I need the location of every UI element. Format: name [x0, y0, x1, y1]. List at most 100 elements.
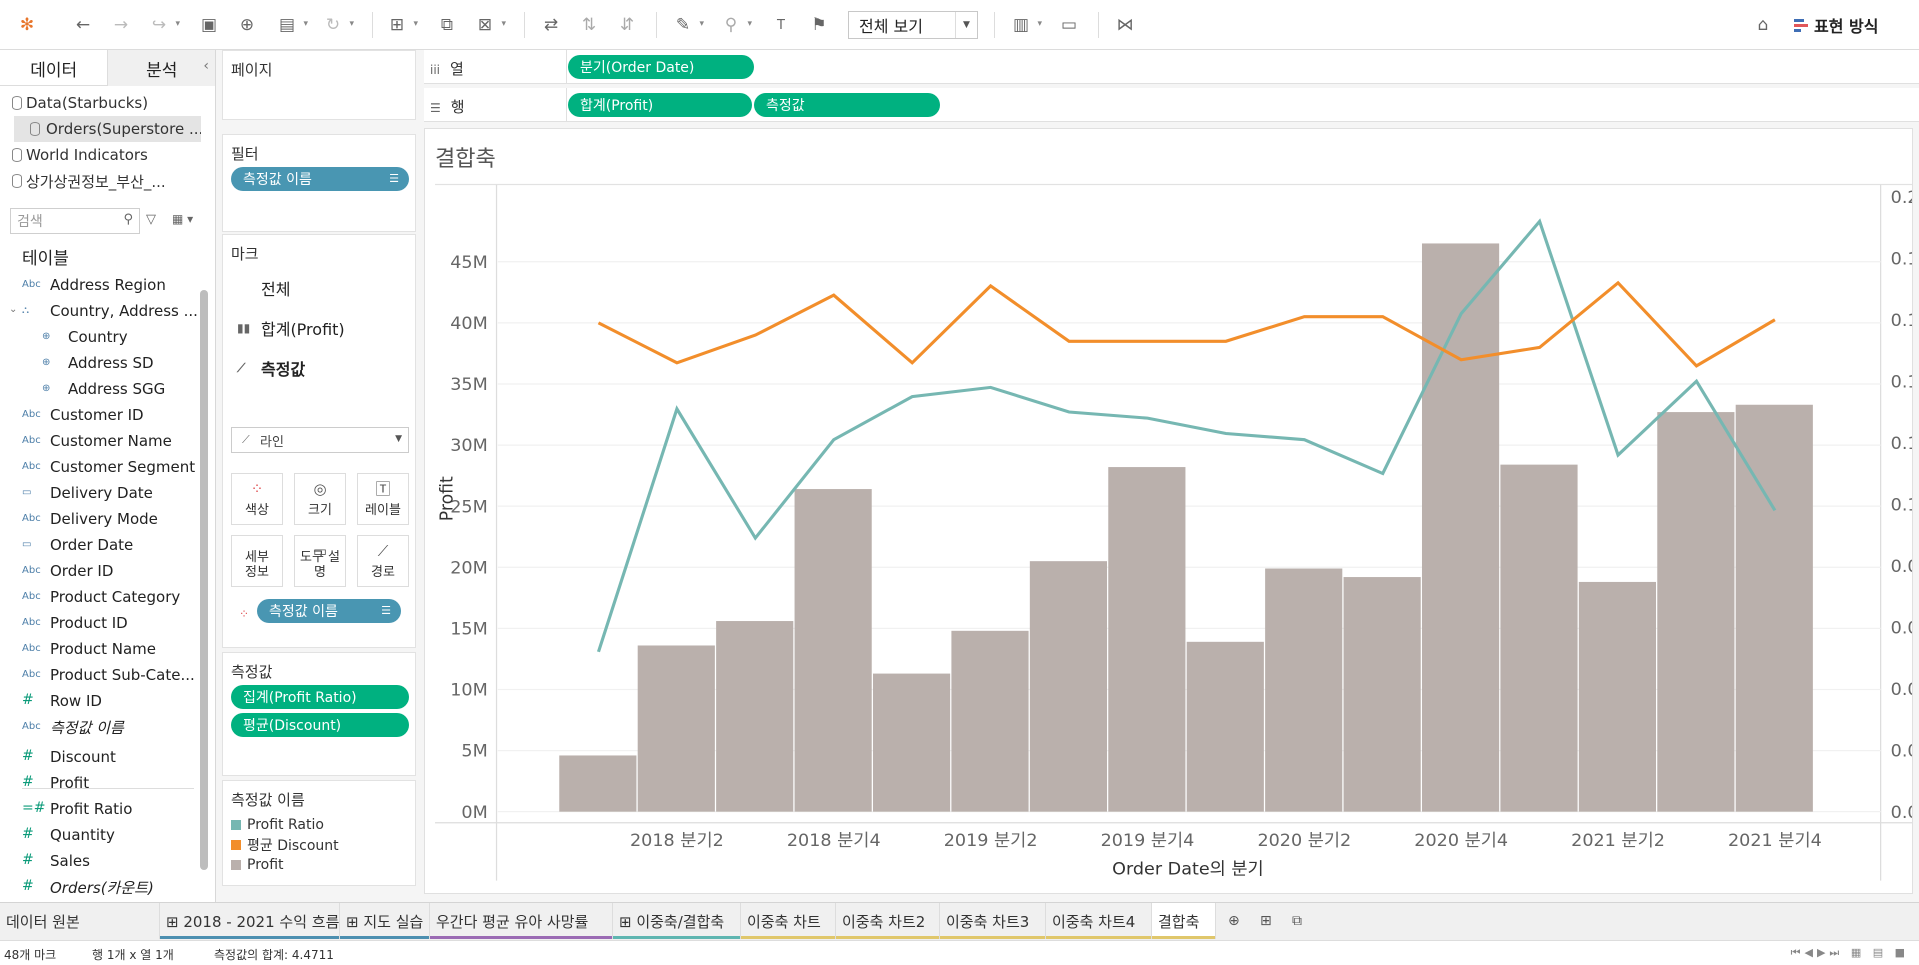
- legend-item[interactable]: Profit: [231, 855, 284, 875]
- combined-axis-chart[interactable]: 0M 5M 10M 15M 20M 25M 30M 35M 40M 45M 0.00 0.02 0.04…: [425, 129, 1912, 893]
- tab-sheet[interactable]: 데이터 원본: [0, 903, 160, 939]
- undo-icon[interactable]: ←: [75, 14, 91, 35]
- new-worksheet-icon[interactable]: ⊕: [1228, 913, 1240, 929]
- swap-axes-icon[interactable]: ⇄: [543, 14, 559, 35]
- sort-ascending-icon[interactable]: ⇅: [581, 14, 597, 35]
- datasource-item[interactable]: Data(Starbucks): [0, 90, 215, 116]
- field-item[interactable]: ⊕ Address SGG: [0, 376, 200, 402]
- legend-item[interactable]: 평균 Discount: [231, 835, 339, 855]
- share-icon[interactable]: ⋈: [1116, 14, 1134, 35]
- new-dashboard-icon[interactable]: ⊞: [1260, 913, 1272, 929]
- tab-sheet[interactable]: ⊞ 이중축/결합축: [613, 903, 741, 939]
- search-input[interactable]: 검색 ⚲: [10, 208, 140, 234]
- y2-tick-label: 0.02: [1891, 741, 1912, 761]
- replay-icon[interactable]: ↪: [148, 14, 180, 36]
- show-cards-icon[interactable]: ▥: [1010, 14, 1042, 36]
- path-button[interactable]: ⟋ 경로: [357, 535, 409, 587]
- field-item[interactable]: Abc Product Category: [0, 584, 200, 610]
- field-item[interactable]: # Sales: [0, 848, 200, 874]
- field-item[interactable]: Abc Delivery Mode: [0, 506, 200, 532]
- rows-pill-measure[interactable]: 측정값: [754, 93, 940, 117]
- refresh-icon[interactable]: ↻: [322, 14, 354, 36]
- tooltip-button[interactable]: ▭ 도구 설명: [294, 535, 346, 587]
- field-item[interactable]: Abc 측정값 이름: [0, 714, 200, 740]
- labels-icon[interactable]: T: [777, 17, 785, 33]
- columns-pill[interactable]: 분기(Order Date): [568, 55, 754, 79]
- tab-sheet[interactable]: 이중축 차트: [741, 903, 836, 939]
- tab-sheet[interactable]: 우간다 평균 유아 사망률: [430, 903, 613, 939]
- sheet-navigation-icons[interactable]: ⏮◀▶⏭ ▦ ▤ ■: [1790, 946, 1909, 959]
- tab-sheet[interactable]: ⊞ 지도 실습: [340, 903, 430, 939]
- field-item[interactable]: ⊕ Address SD: [0, 350, 200, 376]
- tab-sheet[interactable]: 결합축: [1152, 903, 1216, 939]
- tab-data[interactable]: 데이터: [30, 60, 78, 81]
- filter-icon[interactable]: ▽: [146, 212, 156, 227]
- new-worksheet-icon[interactable]: ⊞: [386, 14, 418, 36]
- presentation-icon[interactable]: ▭: [1060, 14, 1078, 35]
- rows-shelf[interactable]: ☰ 행 합계(Profit) 측정값: [424, 88, 1919, 122]
- rows-pill-profit[interactable]: 합계(Profit): [568, 93, 752, 117]
- tab-sheet[interactable]: 이중축 차트4: [1046, 903, 1152, 939]
- show-me-button[interactable]: 표현 방식: [1794, 12, 1878, 38]
- datasource-item[interactable]: 상가상권정보_부산_...: [0, 168, 215, 194]
- sort-descending-icon[interactable]: ⇵: [619, 14, 635, 35]
- mark-type-select[interactable]: ⟋ 라인 ▼: [231, 427, 409, 453]
- pages-card[interactable]: 페이지: [222, 50, 416, 120]
- field-item[interactable]: ⊕ Country: [0, 324, 200, 350]
- duplicate-sheet-icon[interactable]: ⧉: [440, 14, 454, 35]
- view-list-icon[interactable]: ▦ ▾: [172, 212, 194, 226]
- tab-sheet[interactable]: 이중축 차트2: [836, 903, 940, 939]
- group-icon[interactable]: ⚲: [720, 14, 752, 36]
- field-item[interactable]: # Orders(카운트): [0, 874, 200, 900]
- filter-pill[interactable]: 측정값 이름 ☰: [231, 167, 409, 191]
- clear-sheet-icon[interactable]: ⊠: [474, 14, 506, 36]
- field-item[interactable]: Abc Product Sub-Cate...: [0, 662, 200, 688]
- field-list-scrollbar[interactable]: [200, 290, 208, 870]
- field-item[interactable]: Abc Address Region: [0, 272, 200, 298]
- field-item[interactable]: ▭ Delivery Date: [0, 480, 200, 506]
- field-item[interactable]: Abc Order ID: [0, 558, 200, 584]
- measure-pill-profit-ratio[interactable]: 집계(Profit Ratio): [231, 685, 409, 709]
- tableau-logo-icon[interactable]: ✻: [19, 14, 35, 35]
- size-button[interactable]: ◎ 크기: [294, 473, 346, 525]
- tab-sheet[interactable]: ⊞ 2018 - 2021 수익 흐름: [160, 903, 340, 939]
- marks-all[interactable]: 전체: [223, 269, 415, 307]
- field-item[interactable]: # Discount: [0, 744, 200, 770]
- field-item[interactable]: Abc Product ID: [0, 610, 200, 636]
- expand-icon[interactable]: ⌄: [9, 304, 18, 315]
- tab-analysis[interactable]: 분석: [107, 50, 215, 86]
- field-item[interactable]: # Profit: [0, 770, 200, 796]
- label-button[interactable]: 🅃 레이블: [357, 473, 409, 525]
- field-item[interactable]: # Row ID: [0, 688, 200, 714]
- color-pill[interactable]: 측정값 이름 ☰: [257, 599, 401, 623]
- pause-updates-icon[interactable]: ▤: [276, 14, 308, 36]
- field-item[interactable]: Abc Customer Segment: [0, 454, 200, 480]
- datasource-item[interactable]: World Indicators: [0, 142, 215, 168]
- new-story-icon[interactable]: ⧉: [1292, 913, 1302, 929]
- datasource-item[interactable]: Orders(Superstore ...: [14, 116, 201, 142]
- field-item[interactable]: ⌄ ⛬ Country, Address ...: [0, 298, 200, 324]
- legend-item[interactable]: Profit Ratio: [231, 815, 324, 835]
- filters-card[interactable]: 필터 측정값 이름 ☰: [222, 134, 416, 232]
- marks-measure[interactable]: ⟋ 측정값: [223, 349, 415, 387]
- collapse-pane-icon[interactable]: ‹: [203, 58, 209, 74]
- pin-icon[interactable]: ⚑: [811, 14, 827, 35]
- field-item[interactable]: # Quantity: [0, 822, 200, 848]
- color-button[interactable]: ⁘ 색상: [231, 473, 283, 525]
- fit-select[interactable]: 전체 보기 ▼: [848, 11, 978, 39]
- field-item[interactable]: Abc Product Name: [0, 636, 200, 662]
- field-item[interactable]: ▭ Order Date: [0, 532, 200, 558]
- columns-shelf[interactable]: iii 열 분기(Order Date): [424, 50, 1919, 84]
- measure-pill-discount[interactable]: 평균(Discount): [231, 713, 409, 737]
- field-item[interactable]: Abc Customer Name: [0, 428, 200, 454]
- tab-sheet[interactable]: 이중축 차트3: [940, 903, 1046, 939]
- save-icon[interactable]: ▣: [200, 14, 218, 35]
- paint-brush-icon[interactable]: ⌂: [1757, 14, 1769, 35]
- highlight-icon[interactable]: ✎: [672, 14, 704, 36]
- redo-icon[interactable]: →: [113, 14, 129, 35]
- detail-button[interactable]: 세부 정보: [231, 535, 283, 587]
- marks-profit[interactable]: ▮▮ 합계(Profit): [223, 309, 415, 347]
- field-item[interactable]: Abc Customer ID: [0, 402, 200, 428]
- new-datasource-icon[interactable]: ⊕: [239, 14, 255, 35]
- field-item[interactable]: =# Profit Ratio: [0, 796, 200, 822]
